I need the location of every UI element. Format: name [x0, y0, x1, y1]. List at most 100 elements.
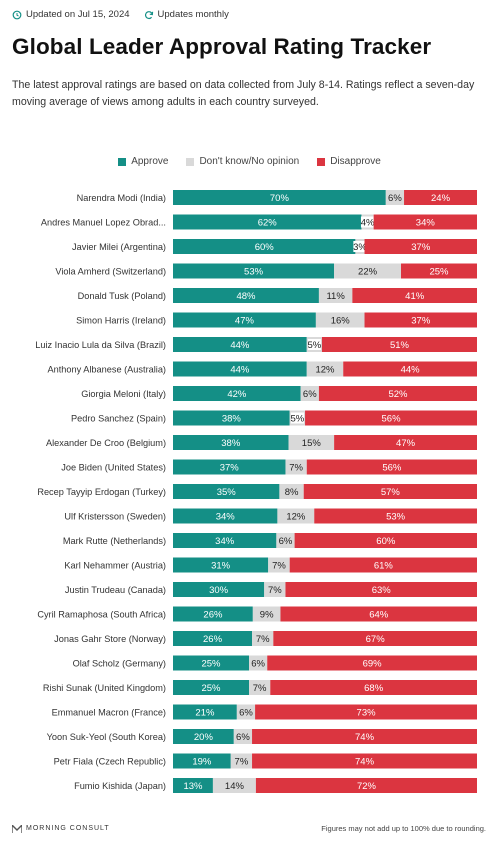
value-label-disapprove: 56% — [382, 413, 402, 424]
bar-segment-approve — [173, 606, 253, 622]
bar-segment-disapprove — [373, 214, 477, 230]
chart-legend: Approve Don't know/No opinion Disapprove — [0, 156, 499, 167]
category-label: Viola Amherd (Switzerland) — [55, 267, 166, 277]
value-label-approve: 70% — [270, 193, 290, 204]
category-label: Ulf Kristersson (Sweden) — [64, 512, 166, 522]
update-info-bar: Updated on Jul 15, 2024 Updates monthly — [12, 9, 229, 20]
bar-segment-approve — [173, 753, 231, 769]
bar-segment-neutral — [249, 655, 268, 671]
value-label-neutral: 6% — [251, 658, 265, 669]
chart-title: Global Leader Approval Rating Tracker — [12, 34, 432, 59]
value-label-disapprove: 61% — [374, 560, 394, 571]
bar-segment-neutral — [233, 729, 253, 744]
value-label-approve: 44% — [230, 340, 250, 351]
bar-segment-disapprove — [364, 239, 477, 254]
bar-segment-disapprove — [352, 288, 477, 303]
value-label-neutral: 7% — [235, 756, 249, 767]
value-label-neutral: 6% — [303, 389, 317, 400]
bar-segment-disapprove — [401, 263, 477, 279]
category-label: Olaf Scholz (Germany) — [73, 659, 166, 669]
value-label-disapprove: 52% — [388, 389, 408, 400]
value-label-approve: 60% — [255, 242, 275, 253]
bar-segment-approve — [173, 704, 237, 720]
bar-segment-neutral — [252, 606, 281, 622]
category-label: Donald Tusk (Poland) — [78, 291, 166, 301]
chart-subtitle: The latest approval ratings are based on… — [12, 79, 475, 108]
bar-segment-disapprove — [318, 386, 477, 401]
value-label-neutral: 6% — [279, 536, 293, 547]
bar-segment-neutral — [212, 778, 256, 793]
value-label-disapprove: 51% — [390, 340, 410, 351]
category-label: Pedro Sanchez (Spain) — [71, 414, 166, 424]
value-label-disapprove: 64% — [369, 609, 389, 620]
legend-label-approve: Approve — [131, 156, 169, 167]
value-label-neutral: 3% — [353, 242, 367, 253]
bar-segment-disapprove — [294, 533, 477, 548]
value-label-background — [290, 412, 304, 424]
value-label-disapprove: 25% — [429, 266, 449, 277]
value-label-neutral: 6% — [236, 732, 250, 743]
value-label-neutral: 7% — [256, 634, 270, 645]
bar-segment-approve — [173, 214, 362, 230]
bar-segment-neutral — [252, 631, 274, 646]
value-label-neutral: 22% — [358, 266, 378, 277]
bar-segment-disapprove — [252, 729, 477, 744]
bar-segment-neutral — [264, 582, 286, 597]
bar-segment-neutral — [230, 753, 253, 769]
value-label-background — [307, 339, 321, 350]
bar-segment-approve — [173, 361, 307, 377]
value-label-approve: 44% — [230, 364, 250, 375]
bar-segment-disapprove — [314, 508, 477, 524]
value-label-disapprove: 73% — [357, 707, 377, 718]
value-label-neutral: 5% — [307, 340, 321, 351]
value-label-disapprove: 74% — [355, 756, 375, 767]
bar-segment-neutral — [334, 263, 401, 279]
value-label-disapprove: 63% — [372, 585, 392, 596]
category-label: Mark Rutte (Netherlands) — [63, 536, 166, 546]
value-label-approve: 42% — [227, 389, 247, 400]
value-label-disapprove: 34% — [416, 217, 436, 228]
category-label: Narendra Modi (India) — [77, 193, 166, 203]
bar-segment-disapprove — [270, 680, 477, 695]
bar-segment-disapprove — [255, 704, 477, 720]
bar-segment-neutral — [318, 288, 353, 303]
bar-segment-neutral — [279, 484, 304, 499]
brand-mark-icon — [12, 824, 22, 833]
value-label-disapprove: 56% — [382, 462, 402, 473]
bar-segment-approve — [173, 435, 289, 450]
value-label-neutral: 16% — [331, 315, 351, 326]
value-label-approve: 34% — [216, 511, 236, 522]
value-label-approve: 48% — [236, 291, 256, 302]
bar-segment-disapprove — [285, 582, 477, 597]
value-label-approve: 38% — [221, 438, 241, 449]
legend-item-neutral: Don't know/No opinion — [186, 156, 299, 167]
value-label-neutral: 11% — [326, 291, 345, 302]
value-label-approve: 47% — [235, 315, 255, 326]
footer-note: Figures may not add up to 100% due to ro… — [321, 824, 486, 833]
legend-swatch-disapprove — [317, 157, 326, 166]
category-label: Joe Biden (United States) — [61, 463, 166, 473]
category-label: Justin Trudeau (Canada) — [65, 585, 166, 595]
value-label-approve: 38% — [222, 413, 242, 424]
brand-name: MORNING CONSULT — [26, 825, 110, 832]
value-label-neutral: 4% — [361, 217, 375, 228]
bar-segment-disapprove — [255, 778, 477, 793]
bar-segment-disapprove — [404, 190, 477, 205]
bar-segment-approve — [173, 508, 278, 524]
value-label-neutral: 7% — [289, 462, 303, 473]
bar-segment-approve — [173, 312, 316, 328]
bar-segment-approve — [173, 410, 290, 426]
value-label-neutral: 7% — [272, 560, 286, 571]
category-label: Petr Fiala (Czech Republic) — [54, 757, 166, 767]
bar-segment-approve — [173, 459, 286, 475]
category-label: Giorgia Meloni (Italy) — [81, 389, 166, 399]
value-label-neutral: 8% — [285, 487, 299, 498]
value-label-approve: 37% — [220, 462, 240, 473]
value-label-neutral: 6% — [388, 193, 402, 204]
bar-segment-approve — [173, 631, 253, 646]
value-label-approve: 25% — [201, 683, 221, 694]
clock-history-icon — [12, 10, 22, 19]
brand-logo: MORNING CONSULT — [12, 824, 110, 833]
value-label-disapprove: 68% — [364, 683, 384, 694]
category-label: Cyril Ramaphosa (South Africa) — [37, 610, 166, 620]
